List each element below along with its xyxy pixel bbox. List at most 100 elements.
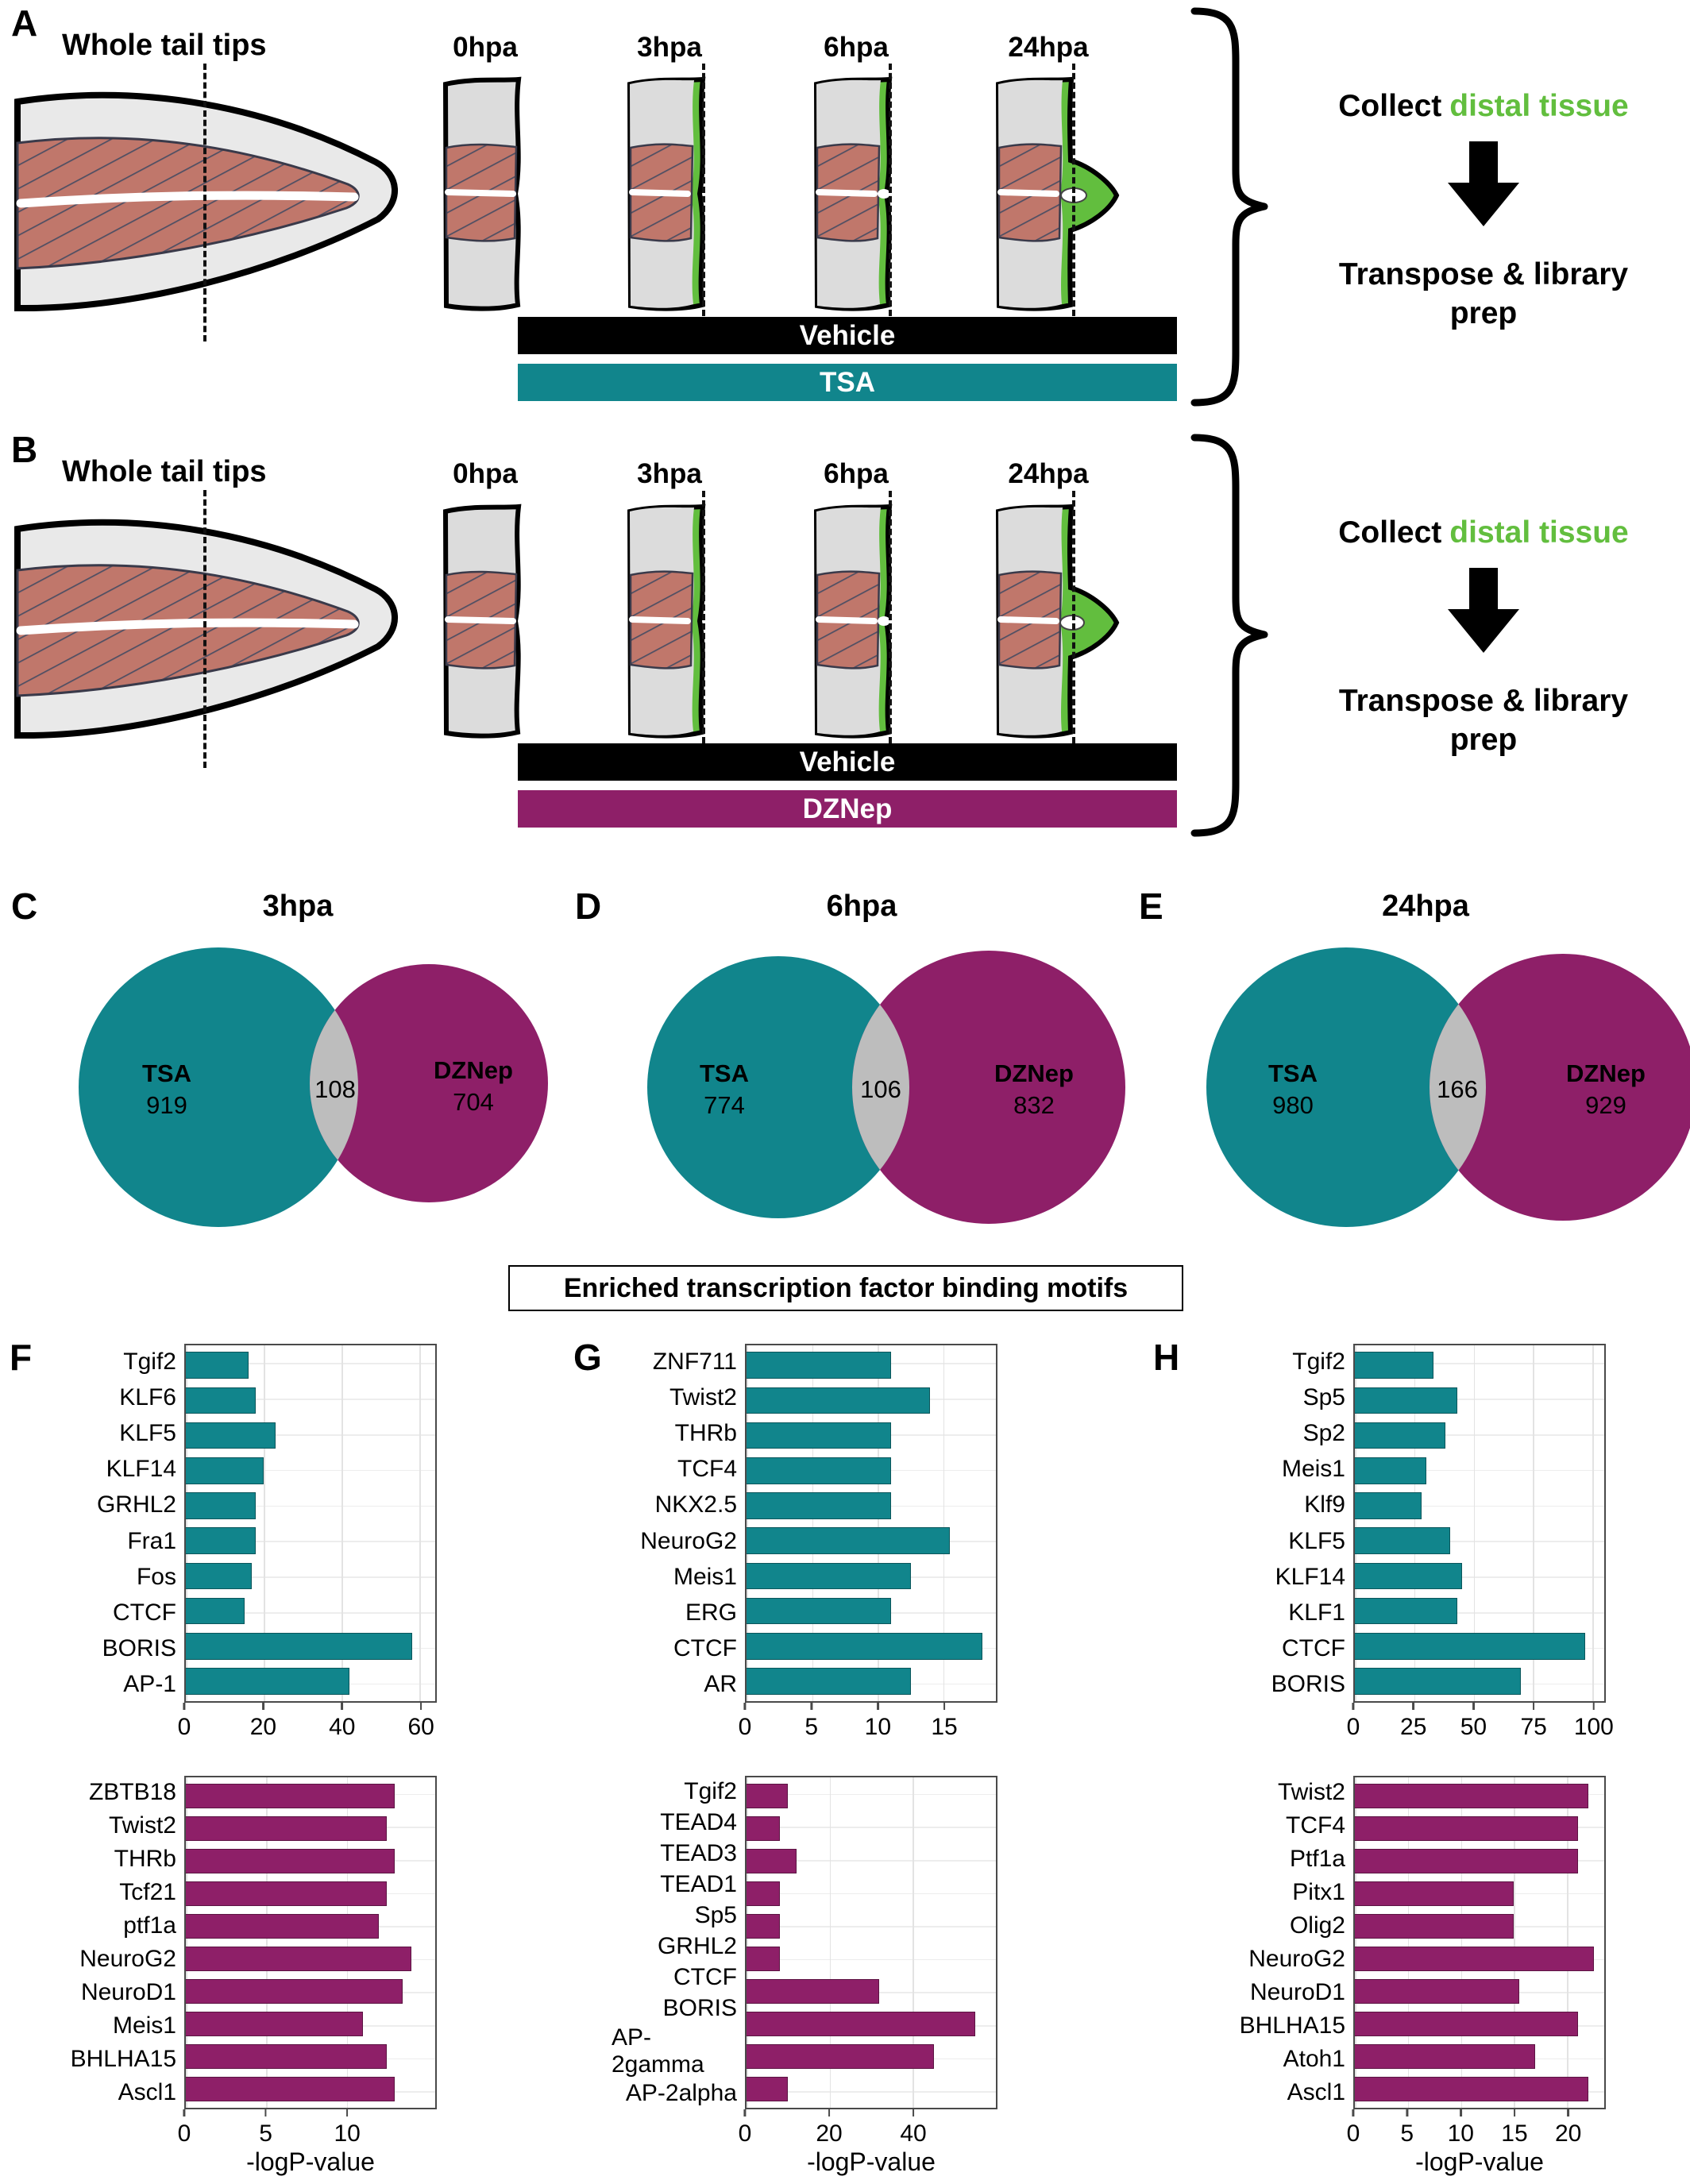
category-label-Olig2: Olig2 <box>1289 1912 1345 1939</box>
collect-word: Collect <box>1338 89 1442 123</box>
category-label-AP-2gamma: AP-2gamma <box>612 2024 704 2078</box>
x-axis-title: -logP-value <box>246 2147 375 2176</box>
category-label-Ptf1a: Ptf1a <box>1289 1846 1345 1872</box>
bar-NKX2.5 <box>747 1492 891 1519</box>
bar-Meis1 <box>1355 1457 1426 1484</box>
venn-right-count-c: 704 <box>453 1088 494 1116</box>
venn-title-3hpa: 3hpa <box>262 889 334 923</box>
x-tick-label: 0 <box>178 1703 191 1741</box>
tail-0hpa-diagram-b <box>442 504 522 739</box>
x-tick-label: 5 <box>804 1703 818 1741</box>
venn-right-name-c: DZNep <box>434 1056 513 1084</box>
bar-Sp5 <box>747 1913 780 1939</box>
bar-Tgif2 <box>1355 1352 1433 1379</box>
bar-CTCF <box>747 1632 983 1660</box>
bar-TCF4 <box>1355 1815 1578 1842</box>
bar-Atoh1 <box>1355 2043 1536 2070</box>
venn-left-name-c: TSA <box>142 1059 191 1087</box>
venn-panel-3hpa: 3hpa TSA 919 108 DZNep 704 <box>24 889 572 1262</box>
bar-ERG <box>747 1597 891 1625</box>
collect-word-b: Collect <box>1338 515 1442 550</box>
distal-tissue-word: distal tissue <box>1449 89 1629 123</box>
category-label-KLF5: KLF5 <box>1288 1527 1345 1554</box>
bar-chart-f-bottom: ZBTB18 Twist2 THRb Tcf21 ptf1a NeuroG2 NeuroD1… <box>51 1776 437 2177</box>
category-label-ptf1a: ptf1a <box>123 1912 176 1939</box>
category-label-Meis1: Meis1 <box>673 1563 737 1590</box>
tail-3hpa-diagram-b <box>627 504 706 739</box>
plot-area <box>745 1776 997 2109</box>
bar-Fra1 <box>186 1527 257 1554</box>
bar-NeuroG2 <box>186 1946 411 1972</box>
timepoint-label-0hpa: 0hpa <box>453 32 518 63</box>
bar-Ascl1 <box>186 2076 395 2102</box>
bar-BORIS <box>1355 1668 1522 1695</box>
bar-TEAD4 <box>747 1815 780 1842</box>
bar-KLF5 <box>186 1422 276 1449</box>
plot-area <box>745 1344 997 1703</box>
category-label-BORIS: BORIS <box>662 1995 737 2022</box>
venn-title-6hpa: 6hpa <box>826 889 897 923</box>
plot-area <box>1353 1776 1606 2109</box>
category-label-Tgif2: Tgif2 <box>684 1777 737 1804</box>
category-label-ERG: ERG <box>685 1599 737 1626</box>
bar-CTCF <box>1355 1632 1586 1660</box>
transpose-library-text: Transpose & library prep <box>1338 257 1629 330</box>
x-tick-label: 0 <box>1347 1703 1360 1741</box>
category-label-Tgif2: Tgif2 <box>1292 1348 1345 1375</box>
bar-BHLHA15 <box>1355 2011 1578 2037</box>
bar-KLF5 <box>1355 1527 1450 1554</box>
x-tick-label: 100 <box>1574 1703 1614 1741</box>
x-tick-label: 15 <box>931 1703 957 1741</box>
panel-b-title: Whole tail tips <box>62 455 267 488</box>
bar-KLF14 <box>186 1457 264 1484</box>
venn-diagram-6hpa: TSA 774 106 DZNep 832 <box>647 951 1125 1224</box>
bar-AP-2alpha <box>747 2076 789 2102</box>
bar-KLF1 <box>1355 1597 1457 1625</box>
bar-ptf1a <box>186 1913 380 1939</box>
bar-chart-h-top: Tgif2 Sp5 Sp2 Meis1 Klf9 KLF5 KLF14 KLF1 CTCF BOR… <box>1220 1344 1614 1741</box>
amputation-line-6hpa <box>889 64 892 316</box>
category-label-KLF14: KLF14 <box>1275 1563 1345 1590</box>
category-label-TEAD1: TEAD1 <box>660 1870 737 1897</box>
venn-circle-dznep-e <box>1430 954 1690 1221</box>
x-tick-label: 20 <box>816 2109 842 2147</box>
category-label-ZBTB18: ZBTB18 <box>88 1779 176 1805</box>
venn-left-name-e: TSA <box>1268 1059 1318 1087</box>
y-axis-labels: Tgif2 KLF6 KLF5 KLF14 GRHL2 Fra1 Fos CTCF BORIS A… <box>51 1344 184 1703</box>
amputation-plane-line <box>203 64 206 341</box>
x-tick-label: 10 <box>865 1703 891 1741</box>
whole-tail-diagram-b <box>14 519 399 739</box>
transpose-library-text-b: Transpose & library prep <box>1338 684 1629 757</box>
bar-Sp2 <box>1355 1422 1445 1449</box>
category-label-KLF5: KLF5 <box>119 1420 176 1446</box>
category-label-Sp2: Sp2 <box>1302 1420 1345 1446</box>
bar-BORIS <box>186 1632 412 1660</box>
workflow-text-a: Collect distal tissue Transpose & library… <box>1285 0 1682 413</box>
venn-panel-6hpa: 6hpa TSA 774 106 DZNep 832 <box>588 889 1136 1262</box>
distal-tissue-word-b: distal tissue <box>1449 515 1629 550</box>
tail-6hpa-diagram <box>813 76 893 311</box>
timepoint-label-6hpa-b: 6hpa <box>824 458 889 489</box>
amputation-line-24hpa <box>1072 64 1075 316</box>
venn-diagram-3hpa: TSA 919 108 DZNep 704 <box>79 947 548 1227</box>
bar-Meis1 <box>747 1562 911 1590</box>
category-label-Sp5: Sp5 <box>1302 1383 1345 1410</box>
bar-KLF14 <box>1355 1562 1462 1590</box>
bar-Olig2 <box>1355 1913 1514 1939</box>
category-label-Pitx1: Pitx1 <box>1292 1879 1345 1905</box>
bar-Tgif2 <box>186 1352 249 1379</box>
category-label-Fos: Fos <box>136 1563 176 1590</box>
category-label-Twist2: Twist2 <box>669 1383 737 1410</box>
venn-left-count-e: 980 <box>1272 1091 1314 1119</box>
bar-chart-g-top: ZNF711 Twist2 THRb TCF4 NKX2.5 NeuroG2 Meis1 ER… <box>612 1344 997 1741</box>
venn-overlap-count-d: 106 <box>860 1075 901 1103</box>
x-tick-label: 25 <box>1400 1703 1426 1741</box>
category-label-TCF4: TCF4 <box>1286 1812 1345 1839</box>
category-label-CTCF: CTCF <box>113 1599 176 1626</box>
bar-Pitx1 <box>1355 1881 1514 1907</box>
category-label-Meis1: Meis1 <box>1281 1456 1345 1483</box>
down-arrow-icon <box>1448 141 1519 226</box>
category-label-NeuroG2: NeuroG2 <box>640 1527 737 1554</box>
category-label-GRHL2: GRHL2 <box>657 1933 737 1960</box>
